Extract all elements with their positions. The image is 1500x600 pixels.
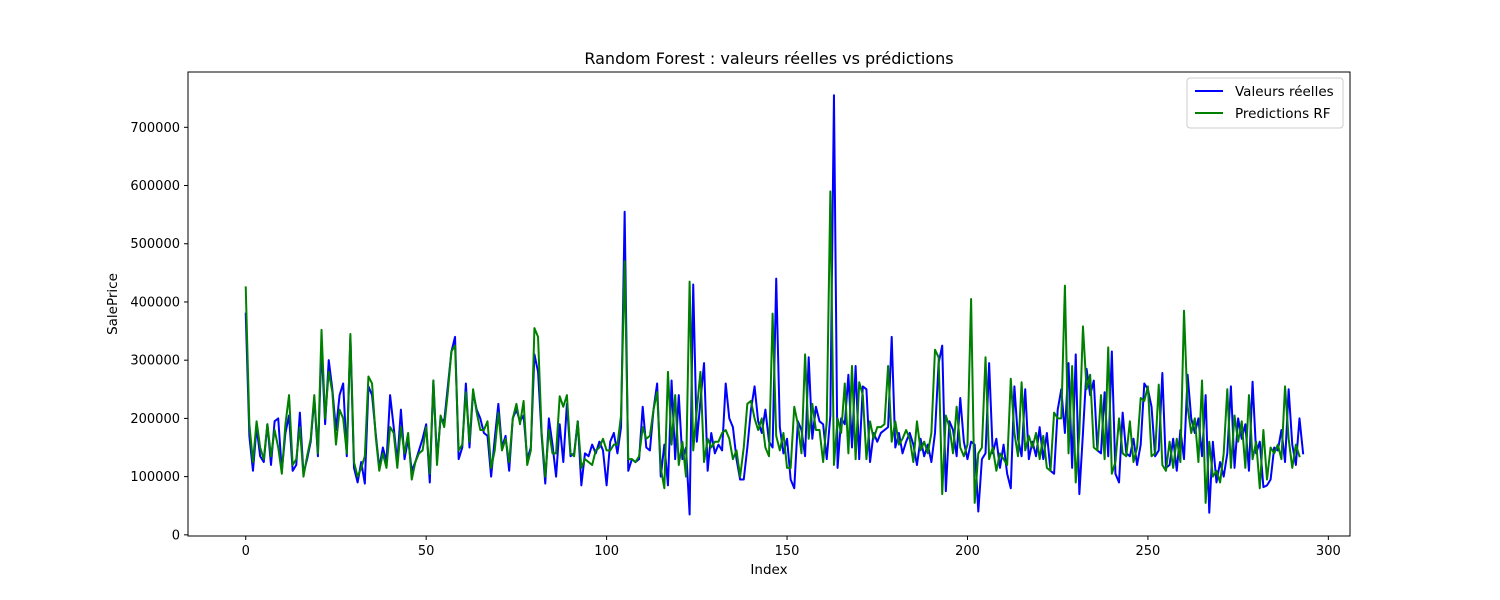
plot-frame xyxy=(187,71,1351,537)
x-axis-label: Index xyxy=(750,562,787,578)
series-layer xyxy=(244,94,1305,516)
y-tick-label: 300000 xyxy=(130,354,180,369)
series-line-2 xyxy=(244,190,1301,504)
y-tick-label: 400000 xyxy=(130,295,180,310)
x-tick-label: 300 xyxy=(1316,544,1341,559)
legend: Valeurs réelles Predictions RF xyxy=(1186,77,1344,129)
y-tick-label: 0 xyxy=(172,528,180,543)
x-tick-label: 150 xyxy=(775,544,800,559)
y-tick-label: 100000 xyxy=(130,470,180,485)
y-tick-label: 500000 xyxy=(130,237,180,252)
y-axis: 0 100000 200000 300000 400000 500000 600000 700… xyxy=(130,121,188,543)
x-tick-label: 0 xyxy=(242,544,250,559)
x-axis: 0 50 100 150 200 250 300 xyxy=(242,536,1341,559)
legend-box xyxy=(1186,77,1344,129)
y-axis-label: SalePrice xyxy=(105,273,121,335)
x-tick-label: 250 xyxy=(1135,544,1160,559)
x-tick-label: 50 xyxy=(418,544,435,559)
y-tick-label: 700000 xyxy=(130,121,180,136)
y-tick-label: 200000 xyxy=(130,412,180,427)
y-tick-label: 600000 xyxy=(130,179,180,194)
x-tick-label: 100 xyxy=(594,544,619,559)
chart-title: Random Forest : valeurs réelles vs prédi… xyxy=(584,49,953,68)
legend-label: Predictions RF xyxy=(1235,106,1331,122)
x-tick-label: 200 xyxy=(955,544,980,559)
legend-label: Valeurs réelles xyxy=(1235,84,1334,100)
